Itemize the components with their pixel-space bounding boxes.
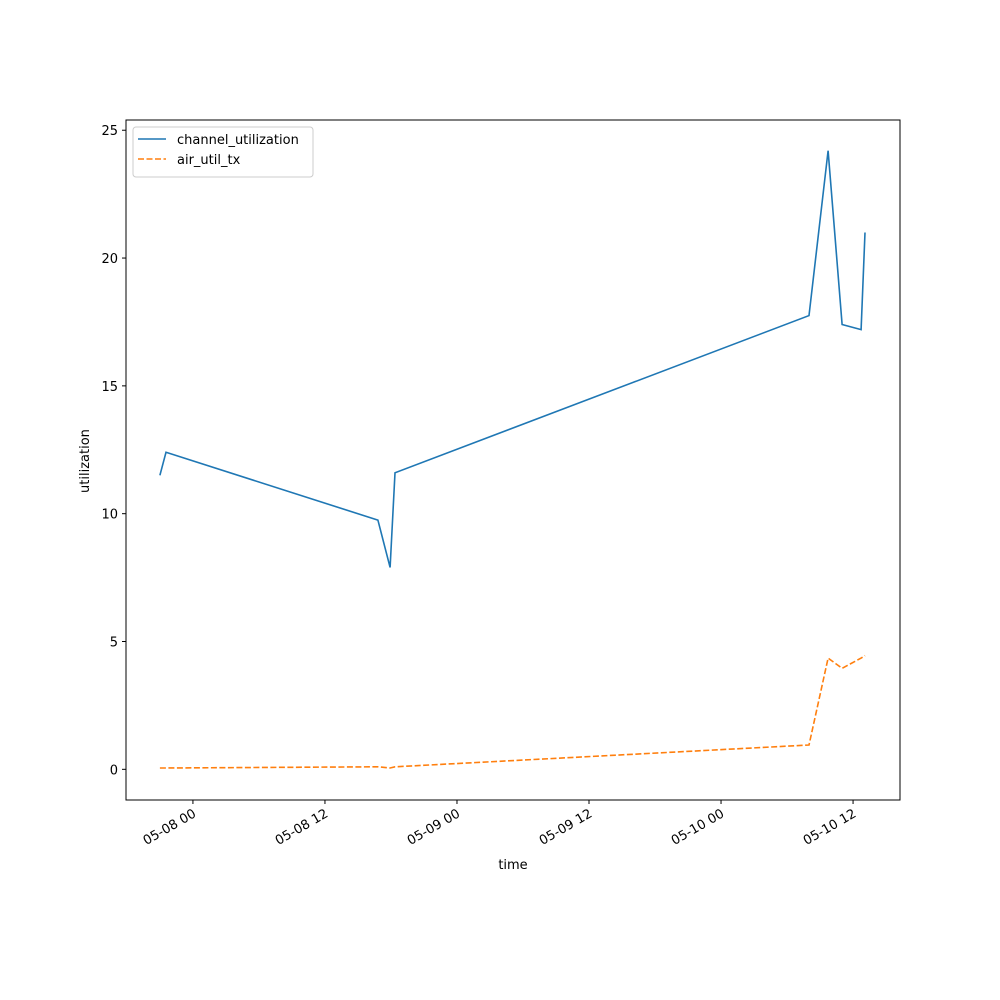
x-tick-label: 05-08 00 — [141, 806, 199, 848]
y-tick-label: 25 — [101, 124, 118, 139]
y-tick-label: 10 — [101, 508, 118, 523]
series-line — [159, 654, 866, 769]
y-tick-label: 20 — [101, 252, 118, 267]
x-tick-label: 05-10 00 — [669, 806, 727, 848]
legend-label: channel_utilization — [177, 133, 299, 148]
x-tick-label: 05-10 12 — [801, 806, 859, 848]
y-tick-label: 0 — [110, 763, 118, 778]
x-tick-label: 05-09 12 — [537, 806, 595, 848]
x-tick-label: 05-08 12 — [273, 806, 331, 848]
y-tick-label: 5 — [110, 636, 118, 651]
legend-label: air_util_tx — [177, 153, 241, 168]
y-tick-label: 15 — [101, 380, 118, 395]
plot-frame — [125, 119, 901, 801]
x-tick-label: 05-09 00 — [405, 806, 463, 848]
x-axis-label: time — [498, 858, 527, 873]
legend-box — [132, 126, 314, 178]
y-axis-label: utilization — [78, 429, 93, 493]
series-line — [159, 150, 866, 568]
